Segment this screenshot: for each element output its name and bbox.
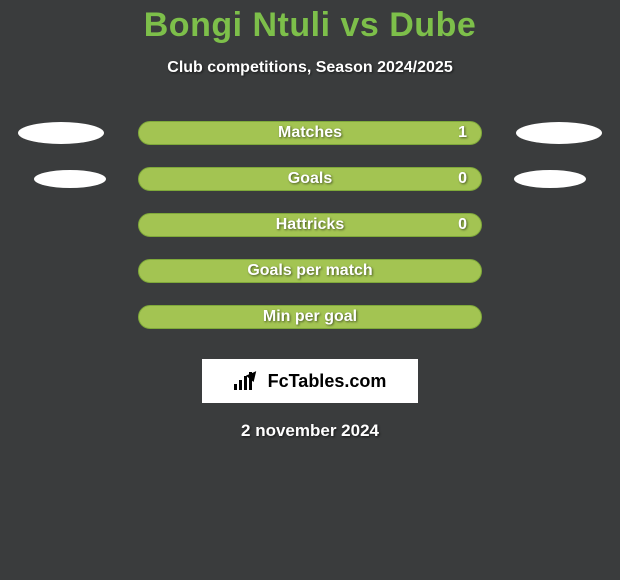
stat-label: Goals	[139, 170, 481, 188]
stat-label: Min per goal	[139, 308, 481, 326]
stat-label: Matches	[139, 124, 481, 142]
stat-pill: Hattricks0	[138, 213, 482, 237]
stat-label: Hattricks	[139, 216, 481, 234]
side-ellipse	[18, 122, 104, 144]
side-ellipse	[514, 170, 586, 188]
stat-pill: Goals per match	[138, 259, 482, 283]
stat-pill: Goals0	[138, 167, 482, 191]
fctables-logo-icon	[234, 372, 262, 390]
page-title: Bongi Ntuli vs Dube	[0, 0, 620, 45]
stat-pill: Matches1	[138, 121, 482, 145]
date-text: 2 november 2024	[0, 421, 620, 441]
stat-row: Goals per match	[0, 259, 620, 283]
stat-rows: Matches1Goals0Hattricks0Goals per matchM…	[0, 121, 620, 329]
fctables-logo-text: FcTables.com	[268, 371, 387, 392]
stat-row: Goals0	[0, 167, 620, 191]
stat-row: Matches1	[0, 121, 620, 145]
side-ellipse	[516, 122, 602, 144]
stat-value: 0	[458, 216, 467, 234]
stat-value: 0	[458, 170, 467, 188]
fctables-logo: FcTables.com	[202, 359, 418, 403]
stat-value: 1	[458, 124, 467, 142]
stat-label: Goals per match	[139, 262, 481, 280]
stat-row: Min per goal	[0, 305, 620, 329]
stat-pill: Min per goal	[138, 305, 482, 329]
side-ellipse	[34, 170, 106, 188]
subtitle: Club competitions, Season 2024/2025	[0, 59, 620, 77]
stat-row: Hattricks0	[0, 213, 620, 237]
